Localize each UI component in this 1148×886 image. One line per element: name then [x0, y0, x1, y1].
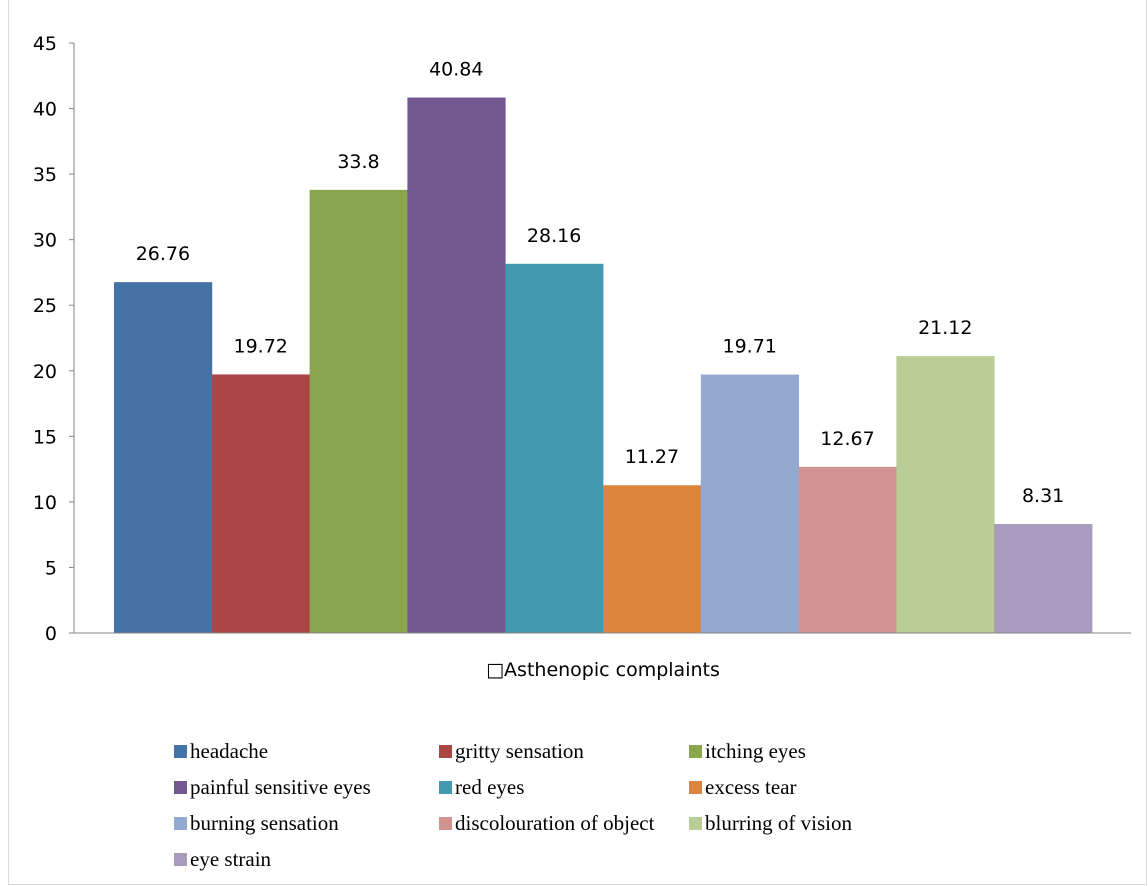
- legend-item-gritty-sensation: gritty sensation: [439, 738, 689, 765]
- y-tick-label: 5: [45, 557, 57, 579]
- y-tick-label: 40: [33, 99, 57, 121]
- y-tick-label: 20: [33, 361, 57, 383]
- data-label-headache: 26.76: [136, 243, 190, 265]
- data-label-blurring-of-vision: 21.12: [918, 317, 972, 339]
- data-label-itching-eyes: 33.8: [337, 151, 379, 173]
- bar-excess-tear: [603, 485, 701, 633]
- y-tick-label: 0: [45, 623, 57, 645]
- bar-red-eyes: [505, 264, 603, 633]
- legend-label: painful sensitive eyes: [190, 775, 371, 800]
- y-tick-label: 45: [33, 33, 57, 55]
- legend-item-excess-tear: excess tear: [689, 774, 929, 801]
- legend-item-eye-strain: eye strain: [174, 846, 439, 873]
- y-tick-label: 35: [33, 164, 57, 186]
- y-axis-ticks: 0 5 10 15 20 25 30 35 40 45: [33, 33, 74, 645]
- bar-blurring-of-vision: [896, 356, 994, 633]
- legend-item-red-eyes: red eyes: [439, 774, 689, 801]
- legend-swatch: [174, 745, 187, 758]
- legend-item-burning-sensation: burning sensation: [174, 810, 439, 837]
- legend-swatch: [439, 781, 452, 794]
- legend-swatch: [439, 817, 452, 830]
- legend-label: excess tear: [705, 775, 797, 800]
- legend-swatch: [689, 781, 702, 794]
- chart-legend: headache gritty sensation itching eyes pain…: [174, 738, 994, 873]
- data-label-gritty-sensation: 19.72: [233, 335, 287, 357]
- legend-swatch: [689, 817, 702, 830]
- legend-swatch: [174, 817, 187, 830]
- data-label-discolouration-of-object: 12.67: [820, 428, 874, 450]
- bar-eye-strain: [994, 524, 1092, 633]
- y-tick-label: 30: [33, 230, 57, 252]
- bar-painful-sensitive-eyes: [407, 98, 505, 633]
- legend-swatch: [174, 781, 187, 794]
- y-tick-label: 10: [33, 492, 57, 514]
- legend-label: blurring of vision: [705, 811, 852, 836]
- legend-label: itching eyes: [705, 739, 806, 764]
- legend-label: eye strain: [190, 847, 271, 872]
- data-label-red-eyes: 28.16: [527, 225, 581, 247]
- legend-swatch: [174, 853, 187, 866]
- y-tick-label: 25: [33, 295, 57, 317]
- bar-gritty-sensation: [212, 374, 310, 633]
- legend-swatch: [689, 745, 702, 758]
- bar-itching-eyes: [310, 190, 408, 633]
- legend-item-discolouration-of-object: discolouration of object: [439, 810, 689, 837]
- legend-label: headache: [190, 739, 268, 764]
- legend-label: red eyes: [455, 775, 524, 800]
- chart-bars: [114, 98, 1092, 633]
- legend-item-headache: headache: [174, 738, 439, 765]
- legend-label: discolouration of object: [455, 811, 654, 836]
- bar-headache: [114, 282, 212, 633]
- chart-plot: 0 5 10 15 20 25 30 35 40 45 26.76 19.72 33.8 40.84 28…: [0, 0, 1148, 700]
- legend-item-painful-sensitive-eyes: painful sensitive eyes: [174, 774, 439, 801]
- bar-discolouration-of-object: [799, 467, 897, 633]
- data-label-eye-strain: 8.31: [1022, 485, 1064, 507]
- legend-label: gritty sensation: [455, 739, 584, 764]
- legend-item-itching-eyes: itching eyes: [689, 738, 929, 765]
- legend-item-blurring-of-vision: blurring of vision: [689, 810, 929, 837]
- x-axis-title: □Asthenopic complaints: [486, 659, 720, 681]
- data-label-burning-sensation: 19.71: [722, 336, 776, 358]
- legend-swatch: [439, 745, 452, 758]
- y-tick-label: 15: [33, 426, 57, 448]
- legend-label: burning sensation: [190, 811, 339, 836]
- data-label-painful-sensitive-eyes: 40.84: [429, 59, 483, 81]
- data-label-excess-tear: 11.27: [625, 446, 679, 468]
- bar-burning-sensation: [701, 375, 799, 633]
